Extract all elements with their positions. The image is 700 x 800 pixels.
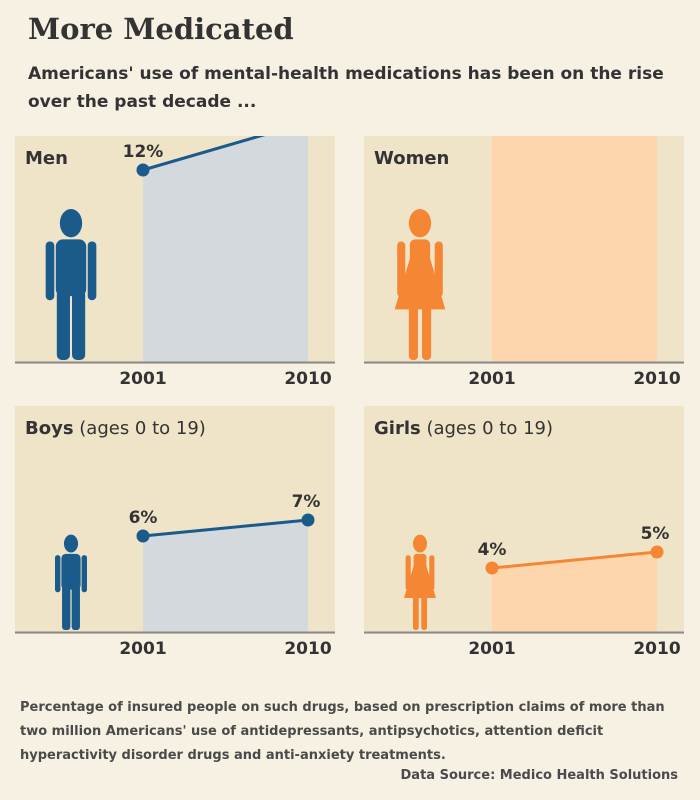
man-icon	[45, 209, 97, 360]
data-point	[650, 545, 664, 559]
value-label: 6%	[129, 508, 158, 528]
woman-icon	[394, 209, 446, 360]
value-label: 12%	[123, 142, 164, 162]
panel-title: Men	[25, 148, 68, 169]
page-subtitle: Americans' use of mental-health medicati…	[28, 64, 664, 112]
x-tick-label: 2001	[119, 639, 166, 659]
data-point	[136, 529, 150, 543]
panel-title-main: Girls	[374, 418, 421, 439]
series-line	[142, 518, 309, 538]
chart-svg: 6% 7% 2001 2010	[15, 492, 335, 659]
area-fill	[492, 552, 657, 632]
panel-title: Boys (ages 0 to 19)	[25, 418, 206, 439]
x-tick-label: 2001	[468, 369, 515, 389]
x-tick-label: 2010	[633, 369, 680, 389]
series-line	[142, 136, 266, 172]
area-fill	[143, 520, 308, 632]
value-label: 4%	[478, 540, 507, 560]
panel-title: Girls (ages 0 to 19)	[374, 418, 553, 439]
x-tick-label: 2010	[284, 369, 331, 389]
page-title: More Medicated	[28, 12, 294, 46]
panel-title-suffix: (ages 0 to 19)	[79, 418, 206, 439]
series-line	[491, 550, 658, 570]
data-point	[136, 163, 150, 177]
panel-title-main: Boys	[25, 418, 74, 439]
value-label: 7%	[292, 492, 321, 512]
panel-title-main: Men	[25, 148, 68, 169]
x-tick-label: 2001	[468, 639, 515, 659]
chart-panel-girls: Girls (ages 0 to 19) 4% 5% 2001 2010	[364, 406, 684, 659]
chart-panel-boys: Boys (ages 0 to 19) 6% 7% 2001 2010	[15, 406, 335, 659]
area-fill	[143, 136, 308, 362]
data-source: Data Source: Medico Health Solutions	[400, 768, 678, 783]
area-fill	[492, 136, 657, 362]
panel-title: Women	[374, 148, 449, 169]
panel-title-main: Women	[374, 148, 450, 169]
footnote: Percentage of insured people on such dru…	[20, 700, 665, 763]
data-point	[301, 513, 315, 527]
value-label: 5%	[641, 524, 670, 544]
boy-icon	[55, 534, 87, 630]
x-tick-label: 2010	[284, 639, 331, 659]
x-tick-label: 2010	[633, 639, 680, 659]
data-point	[485, 561, 499, 575]
x-tick-label: 2001	[119, 369, 166, 389]
chart-svg: 4% 5% 2001 2010	[364, 524, 684, 659]
girl-icon	[404, 534, 436, 630]
panel-title-suffix: (ages 0 to 19)	[426, 418, 553, 439]
